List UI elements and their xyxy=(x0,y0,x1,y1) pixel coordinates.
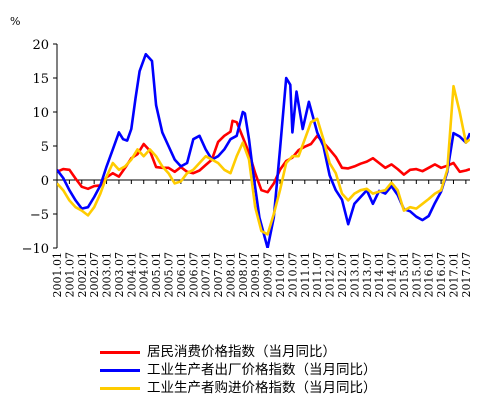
x-tick-label: 2017.01 xyxy=(447,252,460,298)
x-tick-label: 2005.07 xyxy=(163,252,176,298)
x-tick-label: 2017.07 xyxy=(460,252,473,298)
x-tick-label: 2001.01 xyxy=(51,252,64,298)
legend-item-ppi: 工业生产者出厂价格指数（当月同比） xyxy=(100,361,480,379)
y-axis-unit: % xyxy=(10,15,20,28)
x-tick-label: 2013.01 xyxy=(348,252,361,298)
x-tick-label: 2009.07 xyxy=(262,252,275,298)
x-tick-label: 2007.07 xyxy=(212,252,225,298)
x-tick-label: 2009.01 xyxy=(249,252,262,298)
x-tick-label: 2011.01 xyxy=(299,252,312,298)
legend-swatch-ppi xyxy=(100,369,140,372)
x-tick-label: 2014.07 xyxy=(386,252,399,298)
ppi-line xyxy=(57,52,470,248)
x-tick-label: 2008.07 xyxy=(237,252,250,298)
legend-label-cpi: 居民消费价格指数（当月同比） xyxy=(147,344,336,360)
x-tick-label: 2010.07 xyxy=(286,252,299,298)
y-tick-label: 15 xyxy=(32,72,49,87)
x-axis: 2001.01 2001.07 2002.01 2002.07 2003.01 2003.… xyxy=(51,179,473,298)
legend-swatch-cpi xyxy=(100,351,140,354)
legend-item-ppirm: 工业生产者购进价格指数（当月同比） xyxy=(100,379,480,397)
x-tick-label: 2001.07 xyxy=(63,252,76,298)
x-tick-label: 2008.01 xyxy=(224,252,237,297)
y-tick-label: −5 xyxy=(30,208,49,223)
ppirm-line xyxy=(57,84,470,236)
y-tick-label: 0 xyxy=(41,174,49,189)
x-tick-label: 2012.01 xyxy=(324,252,337,298)
x-tick-label: 2015.07 xyxy=(410,252,423,298)
x-tick-label: 2011.07 xyxy=(311,252,324,298)
legend-item-cpi: 居民消费价格指数（当月同比） xyxy=(100,343,480,361)
x-tick-label: 2007.01 xyxy=(200,252,213,298)
x-tick-label: 2014.01 xyxy=(373,252,386,298)
x-tick-label: 2015.01 xyxy=(398,252,411,298)
series-layer xyxy=(57,52,470,248)
y-axis: 20 15 10 5 0 −5 −10 xyxy=(22,38,58,257)
x-tick-label: 2006.01 xyxy=(175,252,188,298)
x-tick-label: 2016.07 xyxy=(435,252,448,298)
x-tick-label: 2002.07 xyxy=(88,252,101,298)
x-tick-label: 2016.01 xyxy=(423,252,436,298)
legend: 居民消费价格指数（当月同比） 工业生产者出厂价格指数（当月同比） 工业生产者购进… xyxy=(100,343,480,397)
x-tick-label: 2012.07 xyxy=(336,252,349,298)
legend-label-ppirm: 工业生产者购进价格指数（当月同比） xyxy=(147,380,377,396)
x-tick-label: 2006.07 xyxy=(187,252,200,298)
legend-label-ppi: 工业生产者出厂价格指数（当月同比） xyxy=(147,362,377,378)
x-tick-label: 2005.01 xyxy=(150,252,163,298)
x-tick-label: 2004.07 xyxy=(138,252,151,298)
y-tick-label: 10 xyxy=(32,106,49,121)
x-tick-label: 2013.07 xyxy=(361,252,374,298)
x-tick-label: 2003.01 xyxy=(101,252,114,298)
x-tick-label: 2003.07 xyxy=(113,252,126,298)
y-tick-label: 20 xyxy=(32,38,49,53)
x-tick-label: 2002.01 xyxy=(76,252,89,298)
x-tick-label: 2004.01 xyxy=(125,252,138,298)
x-tick-label: 2010.01 xyxy=(274,252,287,298)
y-tick-label: −10 xyxy=(22,242,49,257)
y-tick-label: 5 xyxy=(41,140,49,155)
legend-swatch-ppirm xyxy=(100,387,140,390)
